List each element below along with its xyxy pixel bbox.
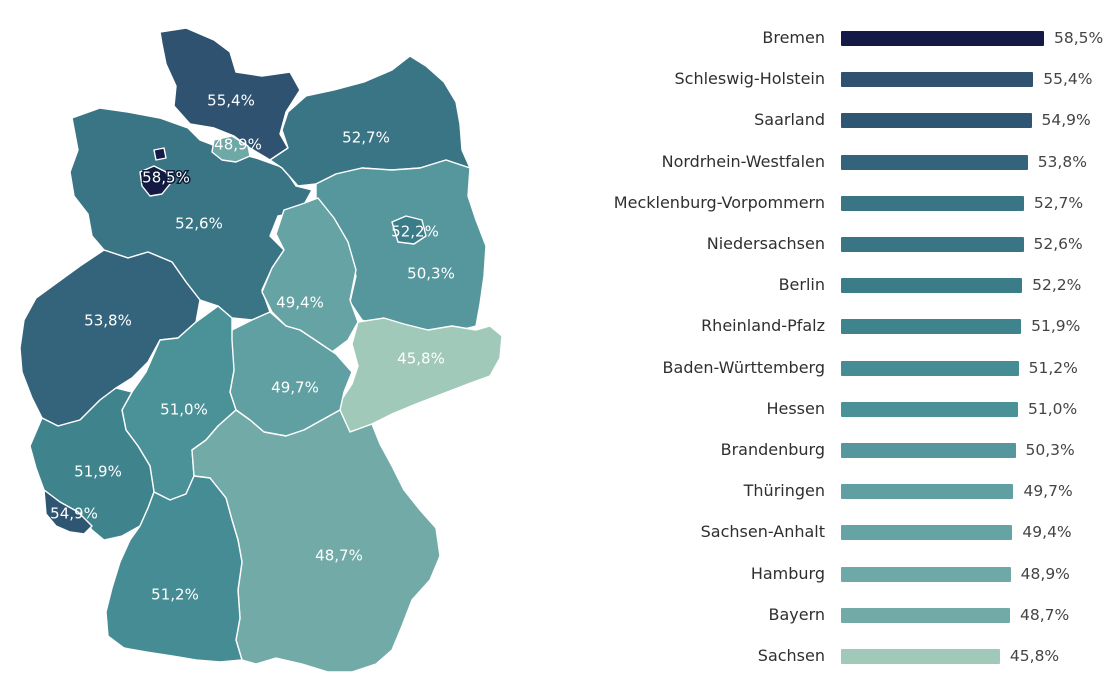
bar-value-label: 51,2% xyxy=(1028,358,1078,377)
bar-row: Hessen 51,0% xyxy=(560,399,1120,419)
state-sachsen[interactable] xyxy=(335,317,503,433)
bar-chart: Bremen 58,5% Schleswig-Holstein 55,4% Saarla… xyxy=(560,0,1120,694)
bar-row: Schleswig-Holstein 55,4% xyxy=(560,69,1120,89)
state-saarland[interactable] xyxy=(43,489,93,535)
state-baden-wuerttemberg[interactable] xyxy=(105,475,243,663)
map-label-baden-wuerttemberg: 51,2% xyxy=(151,586,199,604)
bar-category-label: Hessen xyxy=(766,398,825,418)
bar-row: Niedersachsen 52,6% xyxy=(560,234,1120,254)
bar-value-label: 52,2% xyxy=(1032,276,1082,295)
bar-value-label: 49,4% xyxy=(1022,523,1072,542)
bar xyxy=(841,649,1000,664)
bar xyxy=(841,237,1024,252)
map-label-schleswig-holstein: 55,4% xyxy=(207,92,255,110)
bar-category-label: Bremen xyxy=(762,28,825,47)
bar-category-label: Brandenburg xyxy=(720,440,825,459)
bar-value-label: 52,6% xyxy=(1033,235,1083,253)
map-label-berlin: 52,2% xyxy=(391,223,439,241)
bar-row: Nordrhein-Westfalen 53,8% xyxy=(560,152,1120,172)
state-berlin[interactable] xyxy=(391,215,427,245)
map-label-brandenburg: 50,3% xyxy=(407,265,455,283)
bar-row: Sachsen-Anhalt 49,4% xyxy=(560,522,1120,542)
bar-category-label: Baden-Württemberg xyxy=(662,357,825,377)
bar-category-label: Nordrhein-Westfalen xyxy=(661,151,825,171)
bar xyxy=(841,319,1022,335)
bar-row: Sachsen 45,8% xyxy=(560,646,1120,666)
map-label-bayern: 48,7% xyxy=(315,547,363,565)
map-label-mecklenburg-vorpommern: 52,7% xyxy=(342,129,390,147)
bar-category-label: Mecklenburg-Vorpommern xyxy=(613,192,825,212)
bar xyxy=(841,113,1032,129)
map-label-hessen: 51,0% xyxy=(160,401,208,419)
bar-value-label: 48,7% xyxy=(1019,605,1070,624)
bar-value-label: 49,7% xyxy=(1023,482,1073,501)
map-label-sachsen-anhalt: 49,4% xyxy=(276,294,324,312)
germany-map: 55,4% 48,9% 52,7% 58,5% 52,6% 50,3% 52,2… xyxy=(19,27,503,673)
state-bremen[interactable] xyxy=(139,165,171,197)
bar-category-label: Hamburg xyxy=(750,563,825,583)
bar xyxy=(841,566,1011,582)
map-label-sachsen: 45,8% xyxy=(397,350,445,368)
map-label-rheinland-pfalz: 51,9% xyxy=(74,463,122,481)
map-label-nordrhein-westfalen: 53,8% xyxy=(84,312,132,330)
bar-category-label: Schleswig-Holstein xyxy=(674,69,825,89)
bar-row: Rheinland-Pfalz 51,9% xyxy=(560,316,1120,336)
bar-value-label: 51,9% xyxy=(1031,317,1081,336)
bar-category-label: Berlin xyxy=(778,275,825,295)
bar-value-label: 48,9% xyxy=(1020,564,1070,583)
bar-row: Thüringen 49,7% xyxy=(560,481,1120,501)
bar xyxy=(841,278,1023,294)
bar-category-label: Sachsen-Anhalt xyxy=(700,522,825,542)
bar-row: Bremen 58,5% xyxy=(560,28,1120,48)
bar-value-label: 50,3% xyxy=(1025,441,1075,459)
state-bremen-bremerhaven[interactable] xyxy=(153,147,167,161)
bar-category-label: Sachsen xyxy=(757,646,825,665)
bar-row: Bayern 48,7% xyxy=(560,605,1120,625)
bar-value-label: 55,4% xyxy=(1043,70,1093,89)
bar-value-label: 52,7% xyxy=(1033,193,1084,212)
bar xyxy=(841,525,1013,541)
bar xyxy=(841,484,1014,500)
bar-row: Hamburg 48,9% xyxy=(560,564,1120,584)
map-label-bremen: 58,5% xyxy=(142,169,190,187)
bar-row: Baden-Württemberg 51,2% xyxy=(560,358,1120,378)
bar xyxy=(841,360,1019,376)
bar xyxy=(841,443,1016,458)
bar-category-label: Niedersachsen xyxy=(706,234,825,253)
bar xyxy=(841,154,1028,170)
bar xyxy=(841,401,1018,417)
bar-row: Brandenburg 50,3% xyxy=(560,440,1120,460)
bar-row: Saarland 54,9% xyxy=(560,110,1120,130)
bar xyxy=(841,31,1044,46)
state-niedersachsen[interactable] xyxy=(69,107,313,321)
bar-value-label: 45,8% xyxy=(1009,647,1060,665)
bar-row: Berlin 52,2% xyxy=(560,275,1120,295)
bar-value-label: 51,0% xyxy=(1027,399,1078,418)
map-label-hamburg: 48,9% xyxy=(214,136,262,154)
bar-row: Mecklenburg-Vorpommern 52,7% xyxy=(560,193,1120,213)
bar-category-label: Bayern xyxy=(768,604,825,624)
bar-value-label: 54,9% xyxy=(1041,111,1091,130)
bar xyxy=(841,72,1034,88)
bar-category-label: Saarland xyxy=(754,110,825,130)
map-label-niedersachsen: 52,6% xyxy=(175,215,223,233)
bar xyxy=(841,195,1024,211)
map-label-saarland: 54,9% xyxy=(50,505,98,523)
bar-value-label: 58,5% xyxy=(1054,29,1104,47)
bar xyxy=(841,607,1010,623)
germany-map-svg: 55,4% 48,9% 52,7% 58,5% 52,6% 50,3% 52,2… xyxy=(19,27,503,673)
bar-category-label: Thüringen xyxy=(743,481,825,501)
state-hamburg[interactable] xyxy=(211,135,251,163)
bar-value-label: 53,8% xyxy=(1037,152,1087,171)
map-label-thueringen: 49,7% xyxy=(271,379,319,397)
bar-category-label: Rheinland-Pfalz xyxy=(701,316,825,336)
